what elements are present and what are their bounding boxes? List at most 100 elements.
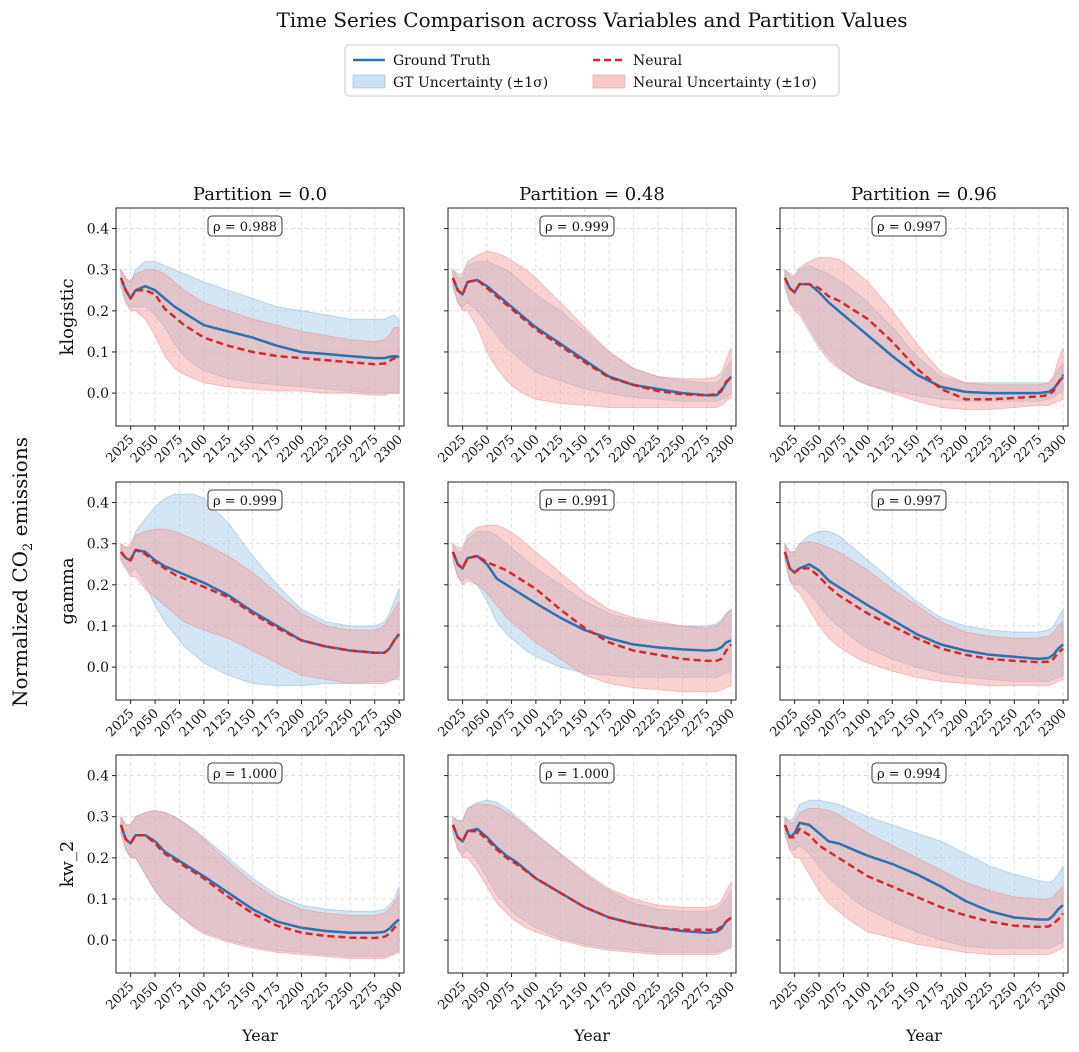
row-label: klogistic [57,278,78,355]
legend-entry: Neural [633,53,683,69]
panel-frame [779,481,1069,701]
chart-title: Time Series Comparison across Variables … [276,8,907,32]
correlation-label: ρ = 0.999 [545,220,609,235]
y-tick-label: 0.1 [87,892,109,908]
correlation-box [207,215,283,237]
x-axis-label: Year [905,1026,942,1045]
ground-truth-line [783,277,1065,395]
x-tick-label: 2300 [372,979,406,1013]
panel-klogistic-2: 2025205020752100212521502175220022252250… [767,184,1069,466]
correlation-box [207,489,283,511]
panel-klogistic-1: 2025205020752100212521502175220022252250… [435,184,737,466]
correlation-box [539,489,615,511]
data-layer [119,809,400,960]
correlation-label: ρ = 0.994 [877,767,941,782]
panel-klogistic-0: 2025205020752100212521502175220022252250… [57,184,406,466]
panel-frame [447,754,737,974]
neural-line [451,824,732,932]
correlation-label: ρ = 0.999 [213,494,277,509]
neural-uncertainty-band [452,250,732,408]
legend-swatch [592,74,626,89]
neural-uncertainty-band [120,528,400,684]
neural-line [119,277,400,366]
neural-uncertainty-band [120,809,400,960]
correlation-box [871,215,947,237]
legend-swatch [352,74,386,89]
legend-frame [344,44,840,97]
neural-line [783,277,1065,401]
data-layer [783,799,1065,955]
x-tick-label: 2300 [1036,979,1070,1013]
grid [448,208,736,426]
y-tick-label: 0.0 [87,933,109,949]
panel-gamma-1: 2025205020752100212521502175220022252250… [435,481,738,740]
panel-frame [779,207,1069,427]
x-tick-label: 2300 [704,706,738,740]
y-tick-label: 0.2 [87,578,109,594]
correlation-label: ρ = 0.997 [877,220,941,235]
x-axis-label: Year [573,1026,610,1045]
correlation-label: ρ = 0.997 [877,494,941,509]
y-tick-label: 0.3 [87,263,109,279]
panels: 2025205020752100212521502175220022252250… [57,184,1070,1045]
data-layer [783,530,1064,687]
correlation-box [539,215,615,237]
correlation-box [871,489,947,511]
column-title: Partition = 0.48 [519,184,665,205]
neural-uncertainty-band [452,803,732,955]
neural-uncertainty-band [452,524,732,693]
neural-line [783,824,1065,929]
neural-uncertainty-band [784,541,1064,687]
panel-gamma-0: 2025205020752100212521502175220022252250… [57,481,406,740]
panel-frame [115,754,405,974]
data-layer [451,799,732,955]
panel-kw_2-1: 2025205020752100212521502175220022252250… [435,754,738,1045]
column-title: Partition = 0.0 [193,184,327,205]
x-tick-label: 2300 [704,979,738,1013]
legend-entry: Ground Truth [393,53,490,69]
neural-line [783,551,1064,664]
correlation-box [871,762,947,784]
y-tick-label: 0.2 [87,304,109,320]
y-tick-label: 0.3 [87,537,109,553]
neural-uncertainty-band [784,256,1064,410]
legend-entry: Neural Uncertainty (±1σ) [633,75,817,91]
legend: Ground Truth Neural GT Uncertainty (±1σ) Ne… [344,44,840,97]
neural-line [119,548,401,654]
x-axis-label: Year [241,1026,278,1045]
panel-kw_2-2: 2025205020752100212521502175220022252250… [767,754,1070,1045]
data-layer [119,493,401,687]
row-label: gamma [57,557,78,624]
x-tick-label: 2300 [1036,432,1070,466]
y-tick-label: 0.4 [87,496,109,512]
ground-truth-line [119,277,400,360]
y-tick-label: 0.4 [87,769,109,785]
row-label: kw_2 [57,841,78,888]
correlation-label: ρ = 0.988 [213,220,277,235]
ground-truth-line [119,548,401,654]
y-tick-label: 0.0 [87,386,109,402]
y-tick-label: 0.3 [87,810,109,826]
x-tick-label: 2300 [1036,706,1070,740]
y-tick-label: 0.4 [87,222,109,238]
data-layer [451,250,733,408]
panel-gamma-2: 2025205020752100212521502175220022252250… [767,481,1070,740]
correlation-label: ρ = 1.000 [545,767,609,782]
neural-line [119,824,400,940]
neural-line [451,277,732,397]
y-tick-label: 0.1 [87,619,109,635]
x-tick-label: 2300 [704,432,738,466]
panel-frame [115,207,405,427]
neural-uncertainty-band [120,267,400,396]
panel-frame [115,481,405,701]
data-layer [119,261,400,396]
x-tick-label: 2300 [372,432,406,466]
panel-frame [447,207,737,427]
panel-kw_2-0: 2025205020752100212521502175220022252250… [57,754,406,1045]
neural-line [451,551,733,663]
x-tick-label: 2300 [372,706,406,740]
ground-truth-line [783,551,1064,661]
y-tick-label: 0.0 [87,660,109,676]
data-layer [451,524,733,693]
